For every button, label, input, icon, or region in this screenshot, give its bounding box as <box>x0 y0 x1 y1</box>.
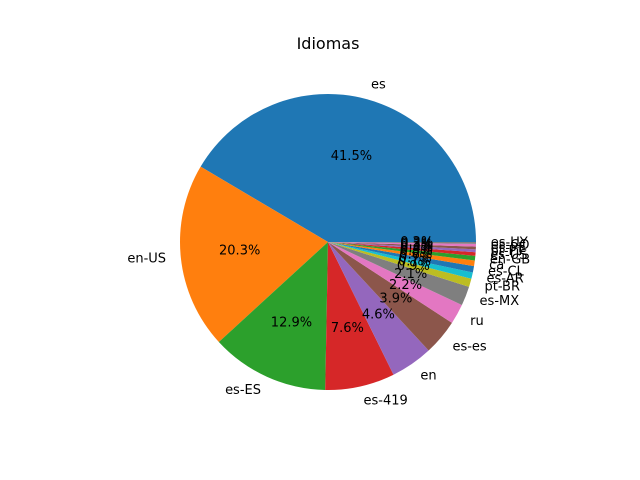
percent-label-es-US: 0.4% <box>400 242 433 257</box>
percent-label-pt-PT: 0.3% <box>400 240 433 255</box>
pie-slice-en-GB <box>328 242 476 261</box>
pie-slice-es-US <box>328 242 476 256</box>
percent-label-es-AR: 0.7% <box>398 255 431 270</box>
pie-slice-es-es <box>328 242 452 351</box>
pie-slice-es-419 <box>325 242 394 390</box>
percent-label-es-CL: 0.7% <box>399 251 432 266</box>
pie-slices <box>180 94 477 390</box>
category-label-es-es: es-es <box>452 339 486 354</box>
pie-slice-es <box>200 94 477 242</box>
percent-label-es-419: 7.6% <box>331 321 364 336</box>
pie-slice-es-MX <box>328 242 470 306</box>
pie-slice-en <box>328 242 429 375</box>
category-label-es-AR: es-AR <box>487 272 524 287</box>
pie-slice-es-PE <box>328 242 476 250</box>
percent-label-ca: 0.6% <box>399 247 432 262</box>
percent-label-es: 41.5% <box>331 149 372 164</box>
category-label-es-MX: es-MX <box>480 294 520 309</box>
percent-label-es-PE: 0.3% <box>400 238 433 253</box>
category-label-pt-PT: pt-PT <box>491 244 525 259</box>
category-label-es-ES: es-ES <box>225 383 261 398</box>
category-label-es-CL: es-CL <box>488 265 525 280</box>
percent-label-es-ES: 12.9% <box>271 315 312 330</box>
percent-label-en: 4.6% <box>362 308 395 323</box>
percent-label-es-es: 3.9% <box>379 292 412 307</box>
category-label-en-GB: en-GB <box>490 252 530 267</box>
category-label-ca: ca <box>489 258 504 273</box>
pie-slice-es-CO <box>328 242 476 247</box>
category-labels: esen-USes-ESes-419enes-esrues-MXpt-BRes-… <box>127 77 530 408</box>
category-label-es-UY: es-UY <box>491 236 528 251</box>
percent-label-es-CO: 0.3% <box>400 236 433 251</box>
percent-label-pt-BR: 0.9% <box>397 259 430 274</box>
pie-slice-en-US <box>180 166 328 342</box>
chart-title: Idiomas <box>297 34 360 53</box>
category-label-es-CO: es-CO <box>491 238 530 253</box>
category-label-es-419: es-419 <box>364 393 408 408</box>
percent-label-ru: 2.2% <box>389 278 422 293</box>
percent-label-es-MX: 2.1% <box>394 267 427 282</box>
pie-slice-ru <box>328 242 462 323</box>
category-label-ru: ru <box>470 314 484 329</box>
pie-slice-es-UY <box>328 242 476 244</box>
pie-slice-ca <box>328 242 475 267</box>
category-label-en: en <box>420 369 436 384</box>
percent-labels: 41.5%20.3%12.9% 7.6%4.6%3.9%2.2%2.1%0.9%0… <box>219 149 433 336</box>
pie-slice-es-CL <box>328 242 475 273</box>
pie-slice-es-ES <box>218 242 328 390</box>
category-label-es-US: es-US <box>490 248 527 263</box>
percent-label-en-US: 20.3% <box>219 244 260 259</box>
category-label-es-PE: es-PE <box>491 241 527 256</box>
category-label-en-US: en-US <box>127 251 166 266</box>
percent-label-es-UY: 0.2% <box>400 235 433 250</box>
category-label-pt-BR: pt-BR <box>484 279 520 294</box>
percent-label-en-GB: 0.5% <box>400 244 433 259</box>
pie-slice-pt-PT <box>328 242 476 253</box>
category-label-es: es <box>371 77 386 92</box>
pie-slice-pt-BR <box>328 242 472 287</box>
pie-slice-es-AR <box>328 242 473 279</box>
